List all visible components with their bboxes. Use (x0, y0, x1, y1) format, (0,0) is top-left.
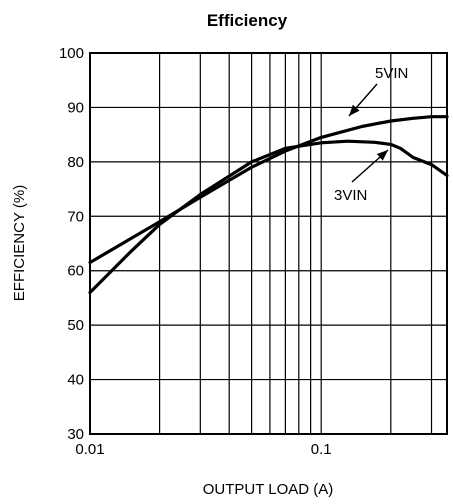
annotations: 5VIN 3VIN (334, 65, 408, 204)
x-axis-label: OUTPUT LOAD (A) (203, 481, 334, 498)
chart-title: Efficiency (207, 11, 288, 30)
y-axis-label: EFFICIENCY (%) (11, 185, 28, 301)
y-tick-label: 90 (67, 99, 84, 116)
y-tick-label: 100 (59, 45, 84, 62)
x-axis-ticks: 0.01 0.1 (75, 441, 331, 458)
series-line-3vin (88, 139, 449, 295)
grid (90, 53, 447, 434)
x-tick-label: 0.01 (75, 441, 104, 458)
annotation-3vin-arrow (351, 149, 389, 183)
y-tick-label: 80 (67, 154, 84, 171)
plot-frame (89, 52, 448, 435)
x-tick-label: 0.1 (311, 441, 332, 458)
y-tick-label: 30 (67, 426, 84, 443)
y-tick-label: 50 (67, 317, 84, 334)
y-tick-label: 70 (67, 208, 84, 225)
y-tick-label: 60 (67, 263, 84, 280)
annotation-5vin: 5VIN (375, 65, 408, 82)
series-lines (88, 115, 449, 295)
annotation-3vin: 3VIN (334, 187, 367, 204)
y-axis-ticks: 30 40 50 60 70 80 90 100 (59, 45, 84, 443)
y-tick-label: 40 (67, 372, 84, 389)
annotation-5vin-arrow (348, 83, 378, 117)
